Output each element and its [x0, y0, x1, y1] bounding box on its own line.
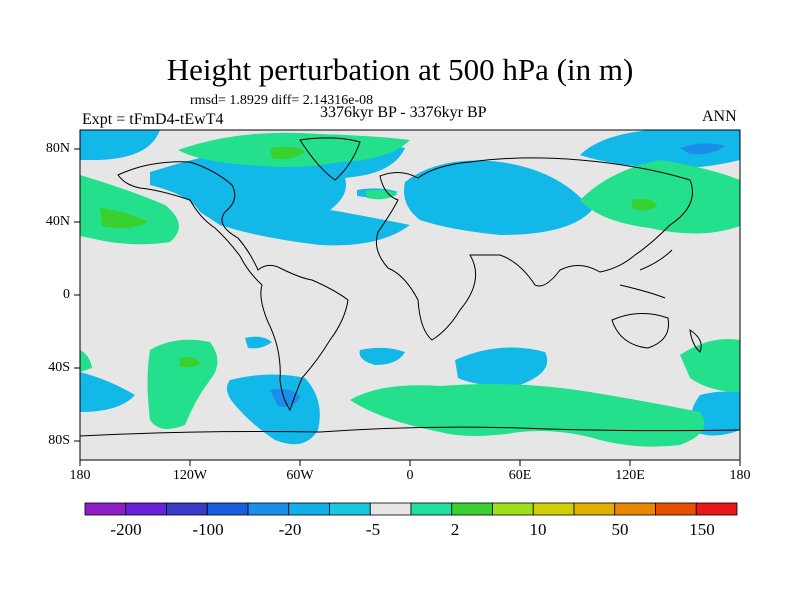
colorbar-swatch: [247, 502, 290, 516]
colorbar-swatch: [288, 502, 330, 516]
colorbar-label: -5: [365, 520, 381, 539]
colorbar-swatch: [206, 502, 249, 516]
colorbar-swatch: [695, 502, 738, 516]
colorbar: [84, 502, 738, 516]
lat-tick-label: 40N: [45, 214, 70, 229]
colorbar-swatch: [614, 502, 656, 516]
colorbar-swatch: [125, 502, 167, 516]
axis-ticks: [74, 148, 741, 466]
colorbar-label: -100: [192, 520, 224, 539]
colorbar-swatch: [410, 502, 453, 516]
lon-tick-label: 60E: [508, 468, 532, 483]
experiment-label: Expt = tFmD4-tEwT4: [82, 111, 224, 128]
colorbar-swatch: [532, 502, 575, 516]
plot-title: Height perturbation at 500 hPa (in m): [166, 52, 634, 87]
lon-tick-label: 180: [69, 468, 91, 483]
colorbar-label: 50: [611, 520, 629, 539]
colorbar-label: 150: [689, 520, 715, 539]
lon-tick-label: 60W: [286, 468, 314, 483]
lon-tick-label: 180: [729, 468, 751, 483]
season-label: ANN: [702, 108, 737, 125]
lat-tick-label: 0: [63, 287, 70, 302]
lat-tick-label: 80S: [48, 433, 70, 448]
colorbar-swatch: [492, 502, 534, 516]
colorbar-swatch: [369, 502, 412, 516]
stats-label: rmsd= 1.8929 diff= 2.14316e-08: [190, 93, 374, 108]
lat-tick-label: 80N: [45, 141, 70, 156]
lon-tick-label: 120E: [615, 468, 645, 483]
map-field: [80, 130, 740, 460]
colorbar-swatch: [166, 502, 208, 516]
strong-positive-regions: [100, 146, 658, 368]
period-label: 3376kyr BP - 3376kyr BP: [320, 104, 487, 121]
colorbar-label: 10: [529, 520, 547, 539]
colorbar-label: 2: [450, 520, 460, 539]
colorbar-swatch: [84, 502, 127, 516]
colorbar-label: -20: [278, 520, 302, 539]
lon-tick-label: 120W: [172, 468, 208, 483]
colorbar-swatch: [573, 502, 616, 516]
lat-tick-label: 40S: [48, 360, 70, 375]
colorbar-swatch: [451, 502, 493, 516]
colorbar-swatch: [655, 502, 697, 516]
lon-tick-label: 0: [406, 468, 414, 483]
colorbar-label: -200: [110, 520, 142, 539]
colorbar-swatch: [329, 502, 371, 516]
coastlines: [80, 137, 740, 437]
